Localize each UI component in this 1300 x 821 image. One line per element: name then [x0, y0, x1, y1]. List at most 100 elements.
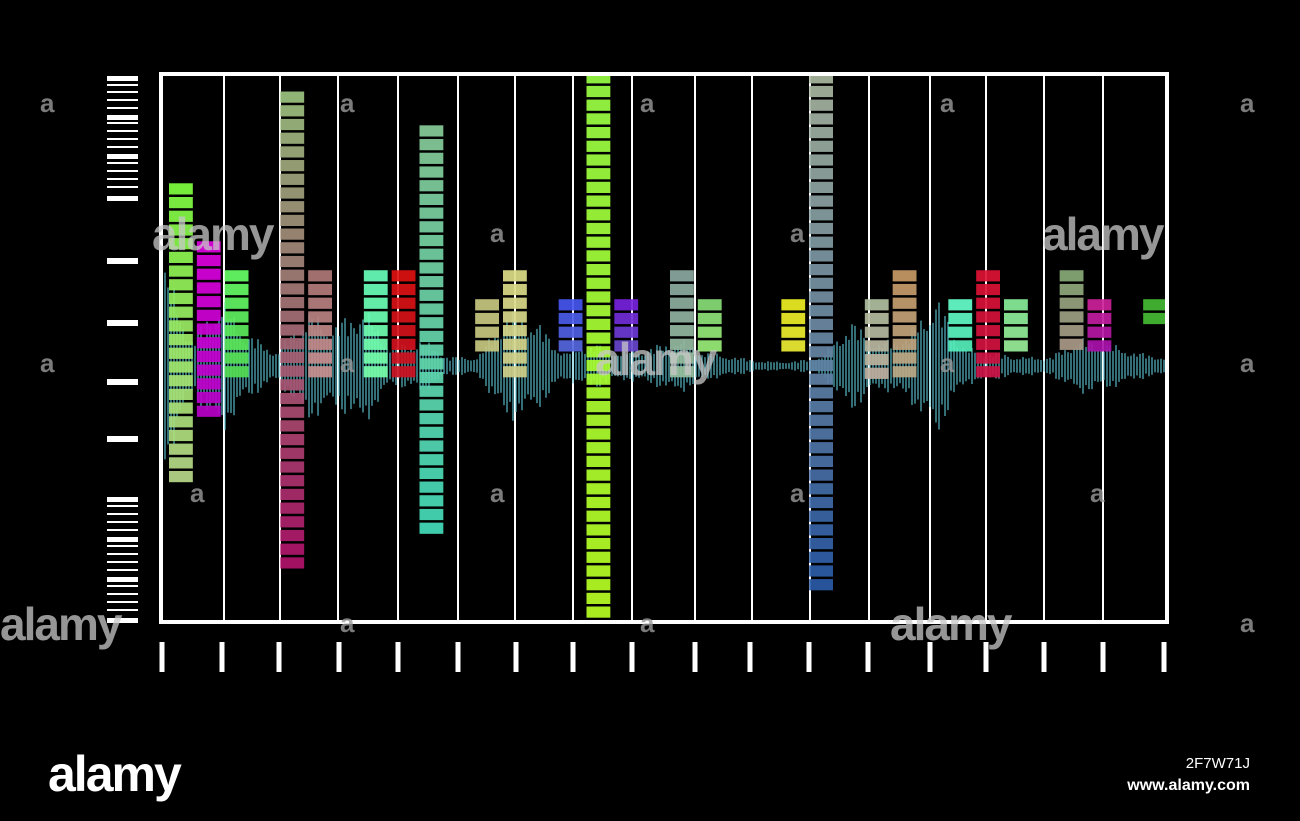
bar-segment	[280, 283, 305, 295]
y-tick	[107, 553, 138, 555]
watermark-letter: a	[640, 88, 655, 118]
bar-segment	[1143, 299, 1167, 311]
bar-segment	[586, 305, 611, 317]
bar-segment	[558, 312, 583, 325]
bar-segment	[280, 557, 305, 569]
bar-segment	[419, 371, 444, 384]
bar-segment	[586, 332, 611, 344]
bar-segment	[419, 221, 444, 233]
bar-segment	[503, 366, 527, 378]
bar-segment	[586, 154, 611, 166]
bar-segment	[892, 311, 917, 323]
bar-segment	[475, 326, 499, 338]
bar-segment	[1059, 338, 1084, 350]
bar-segment	[280, 173, 305, 185]
bar-segment	[976, 325, 1000, 337]
bar-segment	[670, 338, 694, 350]
y-tick	[107, 170, 138, 172]
chart-frame	[159, 72, 1169, 624]
bar-segment	[169, 279, 193, 291]
bar-segment	[224, 338, 249, 350]
watermark-letter: a	[1240, 88, 1255, 118]
bar-segment	[586, 606, 611, 618]
bar-segment	[391, 338, 416, 350]
bar-segment	[280, 160, 305, 172]
bar-segment	[419, 303, 444, 315]
y-tick	[107, 561, 138, 563]
bar-segment	[196, 337, 221, 349]
bar-segment	[809, 442, 833, 454]
bar-segment	[280, 392, 305, 405]
bar-segment	[280, 420, 305, 432]
y-tick	[107, 84, 138, 86]
bar-segment	[809, 510, 833, 522]
bar-segment	[809, 483, 833, 495]
bar-segment	[809, 387, 833, 399]
bar-segment	[419, 358, 444, 370]
bar-segment	[697, 326, 722, 338]
bar-segment	[614, 312, 639, 325]
bar-segment	[280, 434, 305, 446]
bar-column	[196, 241, 221, 417]
bar-segment	[976, 366, 1000, 378]
bar-segment	[169, 416, 193, 428]
watermark-letter: a	[640, 608, 655, 638]
bar-segment	[586, 168, 611, 180]
x-tick	[159, 642, 165, 672]
bar-segment	[475, 312, 499, 325]
watermark-letter: a	[940, 88, 955, 118]
bar-segment	[419, 193, 444, 206]
bar-segment	[809, 305, 833, 317]
bar-segment	[948, 312, 973, 325]
bar-segment	[280, 529, 305, 542]
bar-segment	[224, 325, 249, 337]
bar-segment	[503, 325, 527, 337]
y-tick	[107, 162, 138, 164]
watermark-image-id: 2F7W71J	[1185, 755, 1250, 772]
bar-segment	[196, 391, 221, 404]
x-axis-ticks	[159, 642, 1167, 672]
bar-segment	[363, 338, 388, 350]
bar-column	[169, 183, 193, 483]
bar-segment	[308, 352, 332, 364]
bar-segment	[363, 325, 388, 337]
bar-segment	[1004, 312, 1028, 325]
y-tick	[107, 115, 138, 120]
bar-segment	[809, 524, 833, 536]
bar-segment	[809, 250, 833, 262]
bar-segment	[419, 385, 444, 397]
bar-segment	[586, 538, 611, 550]
bar-segment	[169, 306, 193, 318]
bar-segment	[169, 347, 193, 359]
bar-segment	[976, 311, 1000, 323]
bar-segment	[391, 283, 416, 296]
bar-column	[892, 270, 917, 378]
y-tick	[107, 91, 138, 93]
y-tick	[107, 618, 138, 623]
bar-segment	[419, 481, 444, 493]
watermark-site-url: www.alamy.com	[1127, 777, 1250, 794]
bar-segment	[280, 146, 305, 158]
bar-segment	[614, 326, 639, 338]
bar-segment	[670, 297, 694, 309]
bar-segment	[419, 399, 444, 411]
bar-column	[697, 299, 722, 352]
bar-segment	[419, 454, 444, 466]
bar-segment	[363, 270, 388, 282]
bar-segment	[976, 283, 1000, 296]
bar-segment	[892, 270, 917, 282]
bar-segment	[586, 85, 611, 98]
y-tick	[107, 569, 138, 571]
watermark-word: alamy	[595, 333, 718, 385]
bar-segment	[363, 311, 388, 323]
bar-segment	[586, 524, 611, 536]
bar-segment	[586, 483, 611, 495]
bar-segment	[1059, 283, 1084, 296]
bar-column	[586, 72, 611, 618]
bar-segment	[224, 352, 249, 364]
bar-column	[419, 125, 444, 534]
bar-segment	[196, 254, 221, 267]
bar-segment	[809, 140, 833, 152]
y-tick	[107, 154, 138, 159]
